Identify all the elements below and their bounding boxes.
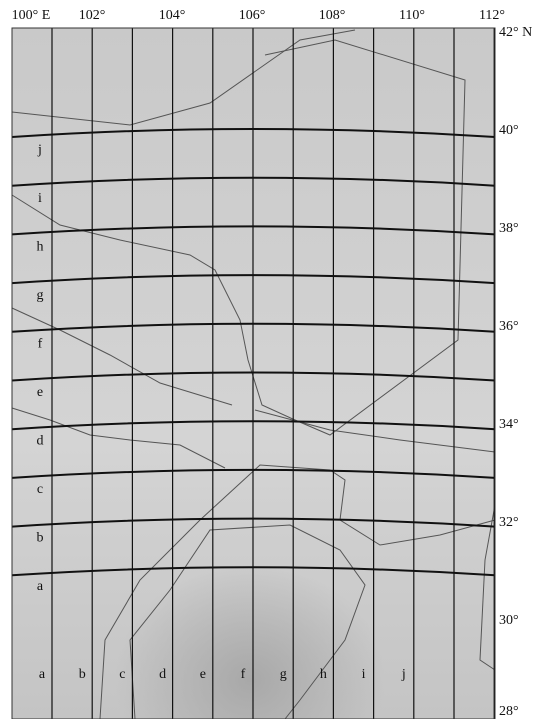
latitude-label: 34°	[499, 417, 519, 432]
longitude-label: 106°	[239, 8, 266, 23]
column-label: i	[362, 667, 366, 682]
latitude-label: 32°	[499, 515, 519, 530]
row-label: f	[38, 337, 43, 352]
column-label: b	[79, 667, 86, 682]
map: 100° E 102° 104° 106° 108° 110° 112° 42° N 40° 38…	[0, 0, 539, 719]
column-label: h	[320, 667, 327, 682]
column-label: d	[159, 667, 166, 682]
longitude-label: 102°	[79, 8, 106, 23]
latitude-label: 38°	[499, 221, 519, 236]
latitude-label: 28°	[499, 704, 519, 719]
row-label: j	[37, 143, 42, 158]
latitude-label: 42° N	[499, 25, 532, 40]
longitude-label: 104°	[159, 8, 186, 23]
row-label: h	[37, 240, 44, 255]
longitude-label: 108°	[319, 8, 346, 23]
terrain-shade	[100, 460, 400, 719]
longitude-label: 110°	[399, 8, 425, 23]
column-label: c	[119, 667, 125, 682]
latitude-label: 30°	[499, 613, 519, 628]
row-label: a	[37, 579, 44, 594]
column-label: j	[401, 667, 406, 682]
column-label: e	[200, 667, 206, 682]
latitude-label: 36°	[499, 319, 519, 334]
row-label: i	[38, 191, 42, 206]
row-label: e	[37, 385, 43, 400]
column-label: f	[241, 667, 246, 682]
row-label: b	[37, 531, 44, 546]
longitude-label: 100° E	[12, 8, 51, 23]
longitude-label: 112°	[479, 8, 505, 23]
row-label: d	[37, 434, 44, 449]
column-label: a	[39, 667, 46, 682]
row-label: g	[37, 288, 44, 303]
row-label: c	[37, 482, 43, 497]
column-label: g	[280, 667, 287, 682]
latitude-label: 40°	[499, 123, 519, 138]
